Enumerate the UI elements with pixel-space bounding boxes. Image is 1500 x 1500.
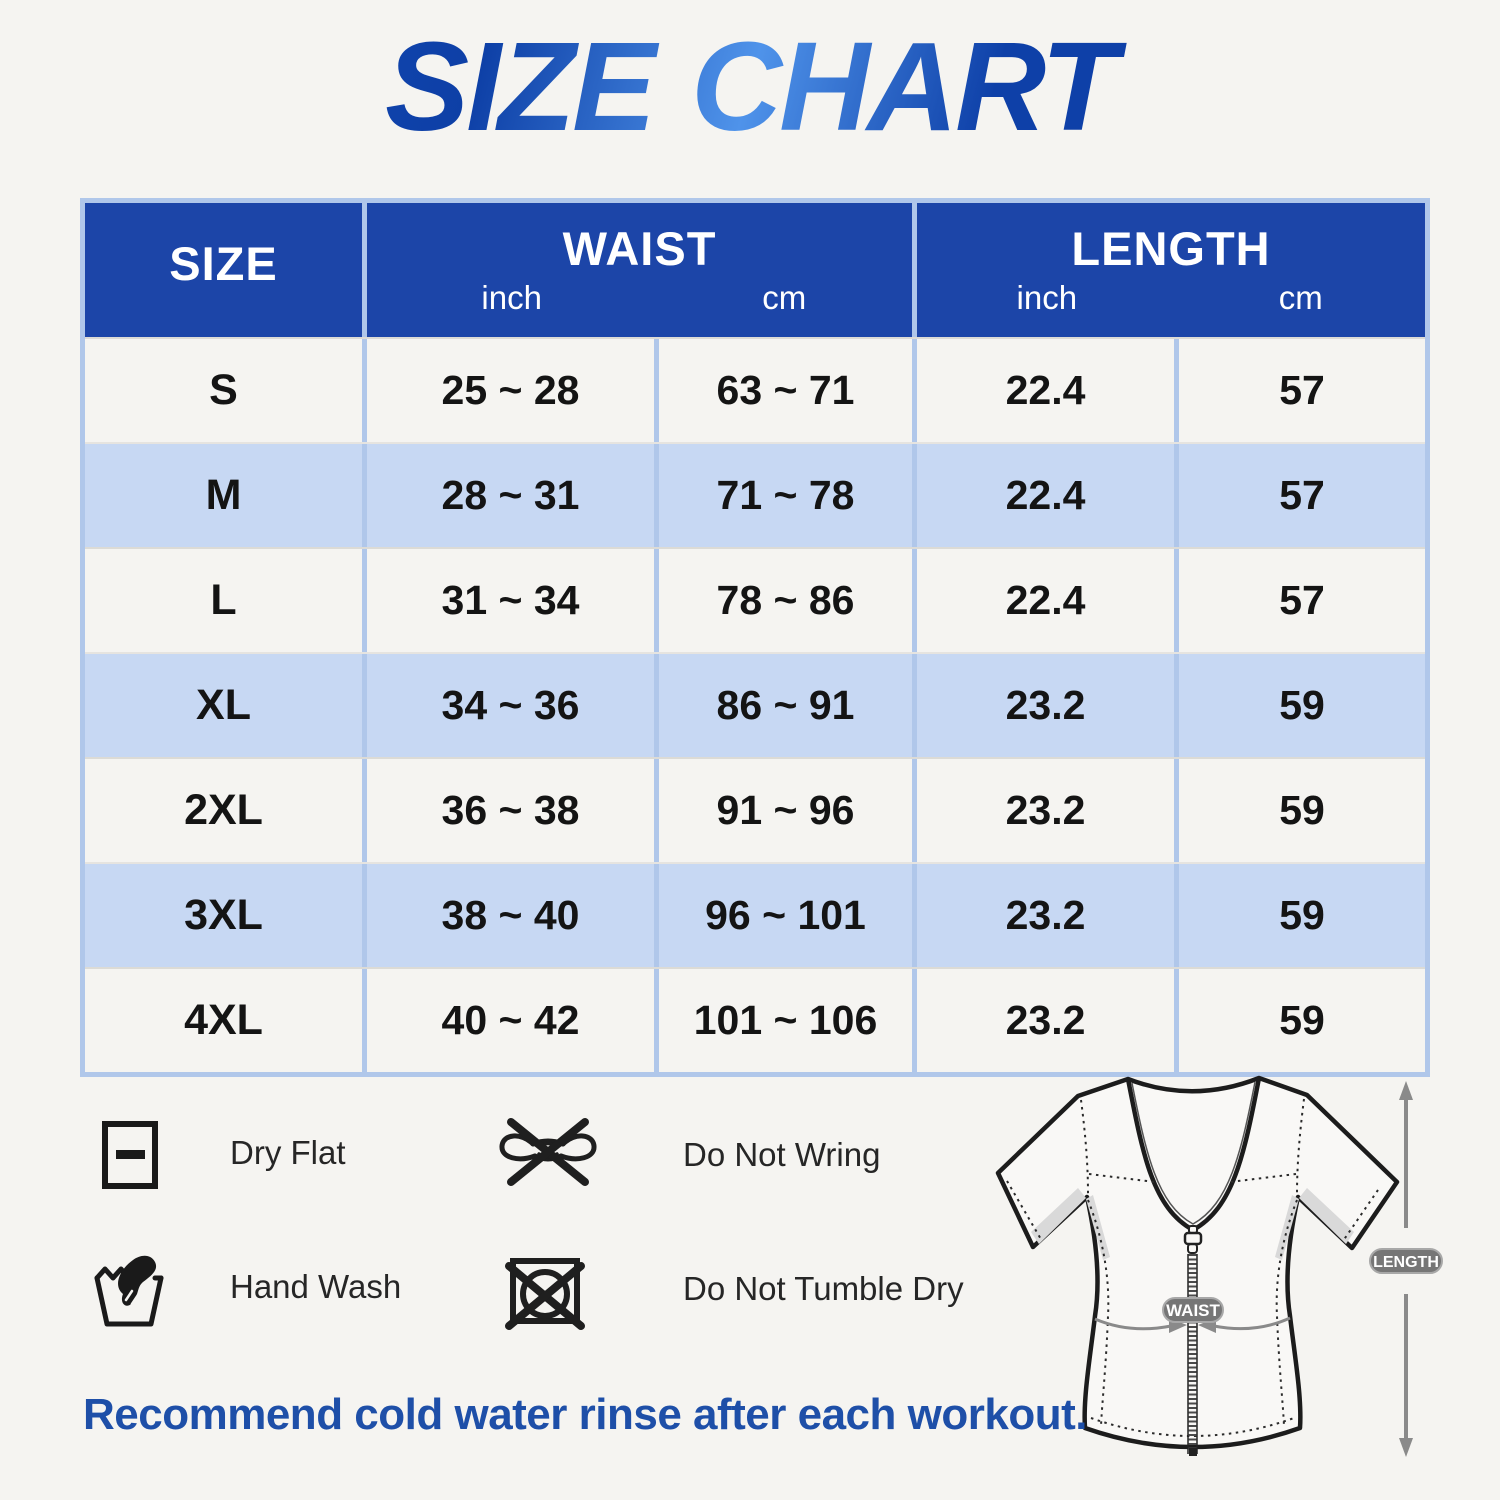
cell-waist-inch: 31 ~ 34 — [362, 549, 654, 652]
table-row-s: S 25 ~ 28 63 ~ 71 22.4 57 — [85, 337, 1425, 442]
cell-length-inch: 22.4 — [912, 444, 1174, 547]
cell-length-inch: 22.4 — [912, 339, 1174, 442]
dry-flat-icon — [102, 1121, 158, 1189]
length-inch-unit-label: inch — [1016, 279, 1078, 316]
size-chart-table: SIZE WAIST inch cm LENGTH inch cm S 25 ~… — [80, 198, 1430, 1077]
cell-size: 4XL — [184, 996, 263, 1044]
cell-length-cm: 57 — [1174, 549, 1425, 652]
column-header-size: SIZE — [85, 203, 362, 337]
waist-header-label: WAIST — [562, 222, 717, 275]
waist-cm-unit-label: cm — [762, 279, 807, 316]
cell-waist-cm: 96 ~ 101 — [654, 864, 912, 967]
length-pill-label: LENGTH — [1373, 1254, 1439, 1271]
cell-length-inch: 23.2 — [912, 759, 1174, 862]
care-label-do-not-tumble-dry: Do Not Tumble Dry — [683, 1270, 964, 1307]
cell-waist-cm: 91 ~ 96 — [654, 759, 912, 862]
cell-size: M — [205, 471, 242, 519]
cell-waist-cm: 63 ~ 71 — [654, 339, 912, 442]
waist-inch-unit-label: inch — [481, 279, 542, 316]
garment-measurement-diagram: WAIST LENGTH — [995, 1075, 1443, 1457]
cell-waist-inch: 40 ~ 42 — [362, 969, 654, 1072]
waist-pill-label: WAIST — [1166, 1301, 1220, 1320]
cell-length-cm: 57 — [1174, 444, 1425, 547]
cell-waist-inch: 38 ~ 40 — [362, 864, 654, 967]
length-arrowhead-down — [1399, 1438, 1413, 1457]
cell-size: 2XL — [184, 786, 263, 834]
waist-arrows — [1094, 1316, 1291, 1331]
zipper — [1183, 1225, 1203, 1456]
cell-waist-inch: 36 ~ 38 — [362, 759, 654, 862]
length-cm-unit-label: cm — [1278, 279, 1323, 316]
cell-waist-cm: 78 ~ 86 — [654, 549, 912, 652]
do-not-tumble-dry-icon — [505, 1258, 585, 1330]
table-header-row: SIZE WAIST inch cm LENGTH inch cm — [85, 203, 1425, 337]
cell-length-inch: 23.2 — [912, 864, 1174, 967]
column-header-length: LENGTH inch cm — [912, 203, 1425, 337]
cell-size: XL — [196, 681, 251, 729]
table-row-l: L 31 ~ 34 78 ~ 86 22.4 57 — [85, 547, 1425, 652]
length-pill: LENGTH — [1369, 1248, 1443, 1274]
cell-length-cm: 57 — [1174, 339, 1425, 442]
length-header-label: LENGTH — [1071, 222, 1271, 275]
cell-waist-inch: 28 ~ 31 — [362, 444, 654, 547]
cell-waist-inch: 34 ~ 36 — [362, 654, 654, 757]
page-title: SIZE CHART — [0, 14, 1500, 159]
table-row-m: M 28 ~ 31 71 ~ 78 22.4 57 — [85, 442, 1425, 547]
hand-wash-icon — [94, 1255, 164, 1327]
cell-length-inch: 23.2 — [912, 969, 1174, 1072]
waist-pill: WAIST — [1162, 1297, 1224, 1323]
footer-note: Recommend cold water rinse after each wo… — [83, 1390, 1087, 1439]
cell-length-cm: 59 — [1174, 969, 1425, 1072]
cell-waist-cm: 86 ~ 91 — [654, 654, 912, 757]
table-row-3xl: 3XL 38 ~ 40 96 ~ 101 23.2 59 — [85, 862, 1425, 967]
cell-waist-cm: 71 ~ 78 — [654, 444, 912, 547]
table-row-2xl: 2XL 36 ~ 38 91 ~ 96 23.2 59 — [85, 757, 1425, 862]
cell-size: 3XL — [184, 891, 263, 939]
column-header-waist: WAIST inch cm — [362, 203, 912, 337]
cell-size: L — [210, 576, 237, 624]
cell-size: S — [209, 366, 238, 414]
cell-waist-inch: 25 ~ 28 — [362, 339, 654, 442]
cell-length-inch: 22.4 — [912, 549, 1174, 652]
neckline-facing — [1131, 1081, 1256, 1225]
length-arrowhead-up — [1399, 1081, 1413, 1100]
seam-lines — [1006, 1098, 1379, 1437]
do-not-wring-icon — [499, 1118, 597, 1186]
cell-waist-cm: 101 ~ 106 — [654, 969, 912, 1072]
table-row-4xl: 4XL 40 ~ 42 101 ~ 106 23.2 59 — [85, 967, 1425, 1072]
size-header-label: SIZE — [169, 236, 278, 290]
cell-length-inch: 23.2 — [912, 654, 1174, 757]
cell-length-cm: 59 — [1174, 654, 1425, 757]
care-label-hand-wash: Hand Wash — [230, 1268, 402, 1305]
care-label-do-not-wring: Do Not Wring — [683, 1136, 881, 1173]
table-row-xl: XL 34 ~ 36 86 ~ 91 23.2 59 — [85, 652, 1425, 757]
cell-length-cm: 59 — [1174, 864, 1425, 967]
care-label-dry-flat: Dry Flat — [230, 1134, 346, 1171]
cell-length-cm: 59 — [1174, 759, 1425, 862]
